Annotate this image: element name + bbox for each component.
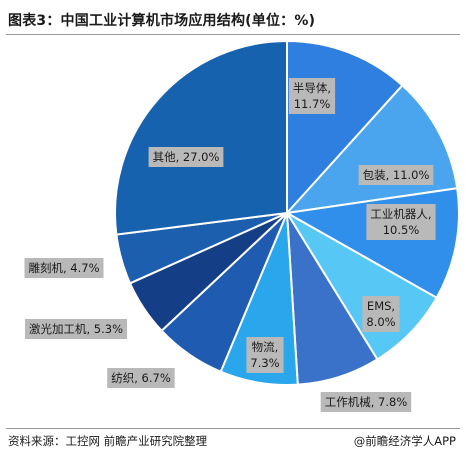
slice-label-text: 10.5%: [383, 223, 420, 237]
slice-label-bg: [288, 78, 336, 114]
slice-label-10: 其他, 27.0%: [148, 147, 224, 167]
slice-label-5: 工作机械, 7.8%: [320, 392, 412, 412]
chart-title: 图表3：中国工业计算机市场应用结构(单位：%): [8, 13, 316, 29]
slice-label-2: 包装, 11.0%: [358, 165, 434, 185]
slice-label-bg: [358, 165, 434, 185]
slice-label-8: 激光加工机, 5.3%: [25, 319, 127, 339]
slice-label-text: 激光加工机, 5.3%: [29, 322, 123, 336]
slice-label-text: EMS,: [367, 299, 395, 313]
slice-label-bg: [320, 392, 412, 412]
slice-label-text: 7.3%: [250, 356, 279, 370]
slice-10: [114, 39, 288, 236]
title-divider: [6, 34, 460, 35]
slice-label-6: 物流, 7.3%: [246, 337, 284, 373]
slice-label-bg: [366, 204, 436, 240]
slice-label-bg: [107, 368, 175, 388]
footer-divider: [6, 428, 460, 429]
slice-label-text: 工业机器人,: [370, 207, 431, 221]
brand-credit: @前瞻经济学人APP: [353, 434, 456, 448]
slice-label-7: 纺织, 6.7%: [107, 368, 175, 388]
slice-label-bg: [25, 319, 127, 339]
slice-label-text: 包装, 11.0%: [363, 168, 430, 182]
slice-label-text: 物流,: [252, 340, 279, 354]
slice-label-text: 8.0%: [366, 315, 395, 329]
slice-label-bg: [24, 258, 104, 278]
slice-label-9: 雕刻机, 4.7%: [24, 258, 104, 278]
slice-label-bg: [246, 337, 284, 373]
slice-label-text: 11.7%: [294, 97, 331, 111]
slice-label-bg: [362, 296, 400, 332]
slice-label-text: 工作机械, 7.8%: [325, 395, 408, 409]
slice-label-text: 纺织, 6.7%: [111, 371, 171, 385]
source-note: 资料来源：工控网 前瞻产业研究院整理: [8, 434, 208, 448]
pie-labels: 半导体, 11.7% 包装, 11.0% 工业机器人, 10.5% EMS, 8.0% 工作机…: [24, 78, 436, 412]
slice-label-1: 半导体, 11.7%: [288, 78, 336, 114]
slice-label-bg: [148, 147, 224, 167]
slice-label-text: 其他, 27.0%: [153, 150, 220, 164]
slice-label-text: 半导体,: [293, 81, 331, 95]
slice-label-4: EMS, 8.0%: [362, 296, 400, 332]
slice-label-text: 雕刻机, 4.7%: [28, 261, 99, 275]
slice-label-3: 工业机器人, 10.5%: [366, 204, 436, 240]
